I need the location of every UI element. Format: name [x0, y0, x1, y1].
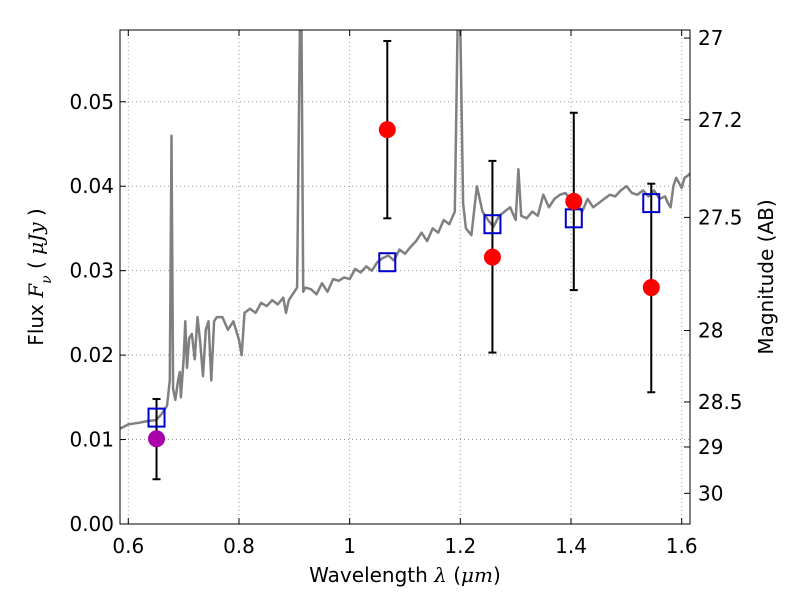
observed-layer	[148, 121, 660, 448]
x-tick-label: 1.2	[444, 534, 476, 558]
right-tick-label: 29	[698, 435, 723, 459]
y-tick-label: 0.03	[69, 259, 114, 283]
x-tick-label: 1	[343, 534, 356, 558]
y-tick-label: 0.04	[69, 174, 114, 198]
y-tick-label: 0.02	[69, 343, 114, 367]
y-tick-label: 0.01	[69, 428, 114, 452]
ticks	[120, 30, 690, 525]
x-tick-label: 0.6	[112, 534, 144, 558]
y-tick-label: 0.00	[69, 512, 114, 536]
right-tick-label: 30	[698, 481, 723, 505]
x-tick-label: 1.4	[555, 534, 587, 558]
right-tick-label: 27.5	[698, 205, 743, 229]
plot-frame	[119, 29, 691, 525]
y-axis-label: Flux Fν ( μJy )	[24, 208, 55, 345]
model-point	[483, 214, 502, 235]
spectrum-line	[120, 30, 690, 430]
observed-point	[642, 279, 660, 297]
x-axis-label: Wavelength λ (μm)	[309, 563, 501, 587]
observed-point	[565, 192, 583, 210]
model-point	[642, 193, 661, 214]
model-point	[147, 407, 166, 428]
model-layer	[147, 193, 661, 428]
observed-point	[148, 430, 166, 448]
model-point	[378, 252, 397, 273]
y-tick-label: 0.05	[69, 90, 114, 114]
grid	[120, 30, 690, 525]
right-axis-label: Magnitude (AB)	[754, 199, 778, 354]
right-tick-label: 27	[698, 26, 723, 50]
errorbar-layer	[152, 39, 656, 481]
right-tick-label: 28.5	[698, 390, 743, 414]
right-tick-label: 28	[698, 319, 723, 343]
spectrum-layer	[120, 30, 690, 430]
observed-point	[483, 248, 501, 266]
tick-labels: 0.6 0.8 1 1.2 1.4 1.6 0.00 0.01 0.02 0.03 0.04 0.05…	[69, 26, 742, 558]
right-tick-label: 27.2	[698, 108, 743, 132]
x-tick-label: 0.8	[223, 534, 255, 558]
observed-point	[378, 121, 396, 139]
x-tick-label: 1.6	[666, 534, 698, 558]
